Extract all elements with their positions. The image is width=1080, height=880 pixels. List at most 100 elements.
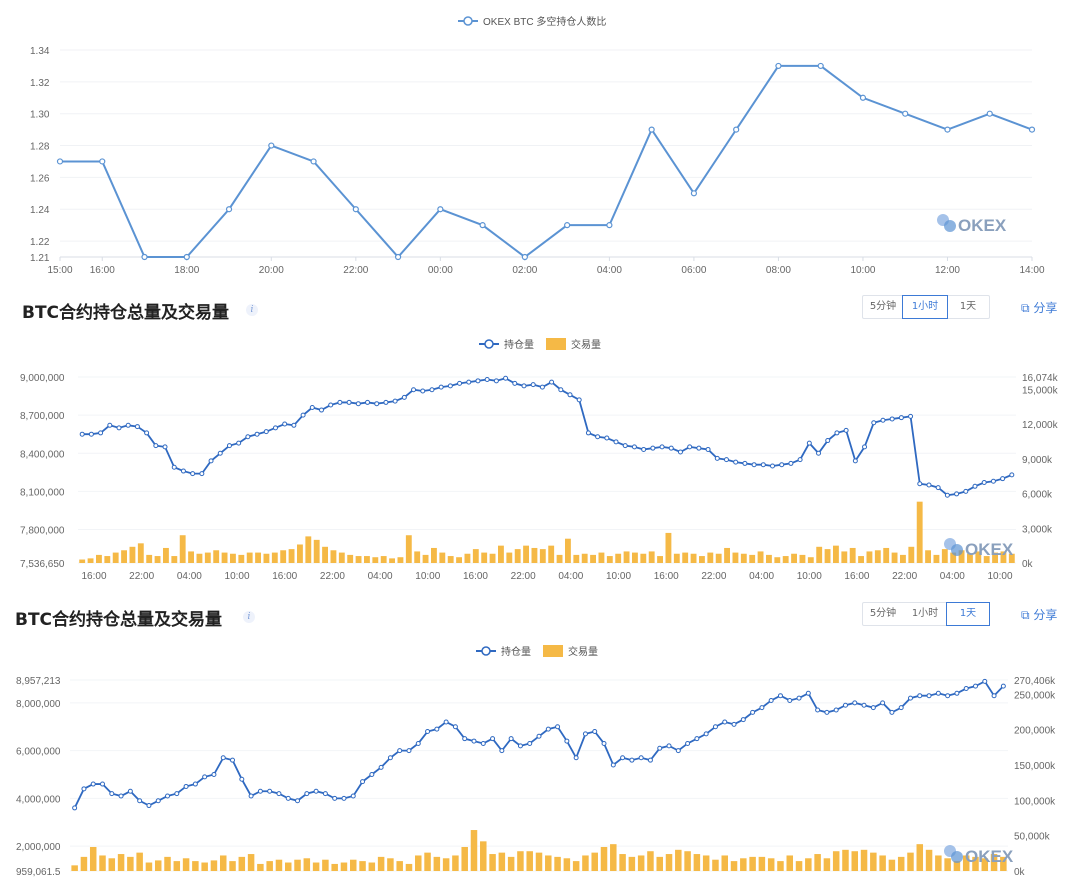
volume-bar[interactable] xyxy=(883,547,890,563)
volume-bar[interactable] xyxy=(526,851,533,871)
data-point[interactable] xyxy=(907,695,913,701)
data-point[interactable] xyxy=(945,693,951,699)
data-point[interactable] xyxy=(648,126,655,133)
data-point[interactable] xyxy=(475,378,481,384)
data-point[interactable] xyxy=(545,726,551,732)
volume-bar[interactable] xyxy=(447,556,454,563)
data-point[interactable] xyxy=(703,731,709,737)
data-point[interactable] xyxy=(926,482,932,488)
data-point[interactable] xyxy=(620,755,626,761)
data-point[interactable] xyxy=(457,380,463,386)
share-button[interactable]: ⧉ 分享 xyxy=(1021,606,1057,623)
data-point[interactable] xyxy=(401,394,407,400)
data-point[interactable] xyxy=(843,427,849,433)
volume-bar[interactable] xyxy=(757,551,764,563)
data-point[interactable] xyxy=(462,736,468,742)
volume-bar[interactable] xyxy=(531,547,538,563)
data-point[interactable] xyxy=(797,457,803,463)
volume-bar[interactable] xyxy=(297,544,303,563)
data-point[interactable] xyxy=(521,383,527,389)
volume-bar[interactable] xyxy=(154,860,162,871)
data-point[interactable] xyxy=(576,397,582,403)
volume-bar[interactable] xyxy=(740,858,747,871)
data-point[interactable] xyxy=(447,383,453,389)
data-point[interactable] xyxy=(954,491,960,497)
volume-bar[interactable] xyxy=(715,553,722,563)
volume-bar[interactable] xyxy=(368,862,376,871)
data-point[interactable] xyxy=(842,702,848,708)
data-point[interactable] xyxy=(824,709,830,715)
data-point[interactable] xyxy=(935,690,941,696)
data-point[interactable] xyxy=(466,379,472,385)
volume-bar[interactable] xyxy=(907,852,914,871)
data-point[interactable] xyxy=(309,405,315,411)
data-point[interactable] xyxy=(512,380,518,386)
volume-bar[interactable] xyxy=(517,851,524,871)
data-point[interactable] xyxy=(705,446,711,452)
info-icon[interactable]: i xyxy=(243,611,255,623)
data-point[interactable] xyxy=(183,253,190,261)
data-point[interactable] xyxy=(690,190,698,197)
volume-bar[interactable] xyxy=(724,547,730,563)
volume-bar[interactable] xyxy=(891,552,898,563)
data-point[interactable] xyxy=(536,733,542,739)
volume-bar[interactable] xyxy=(377,856,385,871)
data-point[interactable] xyxy=(631,444,637,450)
data-point[interactable] xyxy=(56,158,64,165)
volume-bar[interactable] xyxy=(824,549,831,563)
data-point[interactable] xyxy=(659,444,665,450)
data-point[interactable] xyxy=(852,458,858,464)
volume-bar[interactable] xyxy=(470,830,478,871)
data-point[interactable] xyxy=(155,798,161,804)
data-point[interactable] xyxy=(365,399,371,405)
data-point[interactable] xyxy=(425,729,431,735)
data-point[interactable] xyxy=(990,478,996,484)
volume-bar[interactable] xyxy=(665,854,673,871)
volume-bar[interactable] xyxy=(967,553,973,563)
data-point[interactable] xyxy=(239,776,245,782)
chart3-legend[interactable]: 持仓量 交易量 xyxy=(476,645,598,658)
volume-bar[interactable] xyxy=(675,849,682,871)
volume-bar[interactable] xyxy=(246,552,253,563)
data-point[interactable] xyxy=(768,697,774,703)
volume-bar[interactable] xyxy=(572,861,580,871)
data-point[interactable] xyxy=(300,412,306,418)
data-point[interactable] xyxy=(806,440,812,446)
data-point[interactable] xyxy=(592,729,598,735)
volume-bar[interactable] xyxy=(498,852,506,871)
data-point[interactable] xyxy=(972,683,978,689)
data-point[interactable] xyxy=(1009,472,1015,478)
volume-bar[interactable] xyxy=(777,861,784,871)
volume-bar[interactable] xyxy=(507,856,515,871)
data-point[interactable] xyxy=(917,481,923,487)
share-button[interactable]: ⧉ 分享 xyxy=(1021,299,1057,316)
chart1-legend[interactable]: OKEX BTC 多空持仓人数比 xyxy=(458,15,606,28)
volume-bar[interactable] xyxy=(693,854,701,871)
volume-bar[interactable] xyxy=(640,553,647,563)
data-point[interactable] xyxy=(443,719,449,725)
data-point[interactable] xyxy=(986,110,993,117)
data-point[interactable] xyxy=(165,793,171,799)
volume-bar[interactable] xyxy=(1008,553,1015,563)
data-point[interactable] xyxy=(862,444,868,450)
data-point[interactable] xyxy=(452,724,458,730)
volume-bar[interactable] xyxy=(355,556,362,563)
volume-bar[interactable] xyxy=(990,854,998,871)
data-point[interactable] xyxy=(898,415,904,421)
volume-bar[interactable] xyxy=(112,552,119,563)
volume-bar[interactable] xyxy=(405,535,412,563)
data-point[interactable] xyxy=(337,399,343,405)
data-point[interactable] xyxy=(341,795,347,801)
data-point[interactable] xyxy=(406,748,412,754)
data-point[interactable] xyxy=(99,158,106,165)
data-point[interactable] xyxy=(118,793,124,799)
volume-bar[interactable] xyxy=(799,554,806,563)
volume-bar[interactable] xyxy=(565,538,571,563)
data-point[interactable] xyxy=(859,94,867,101)
data-point[interactable] xyxy=(499,748,505,754)
volume-bar[interactable] xyxy=(556,554,563,563)
volume-bar[interactable] xyxy=(213,550,220,563)
data-point[interactable] xyxy=(677,449,683,455)
volume-bar[interactable] xyxy=(545,855,552,871)
volume-bar[interactable] xyxy=(615,553,622,563)
